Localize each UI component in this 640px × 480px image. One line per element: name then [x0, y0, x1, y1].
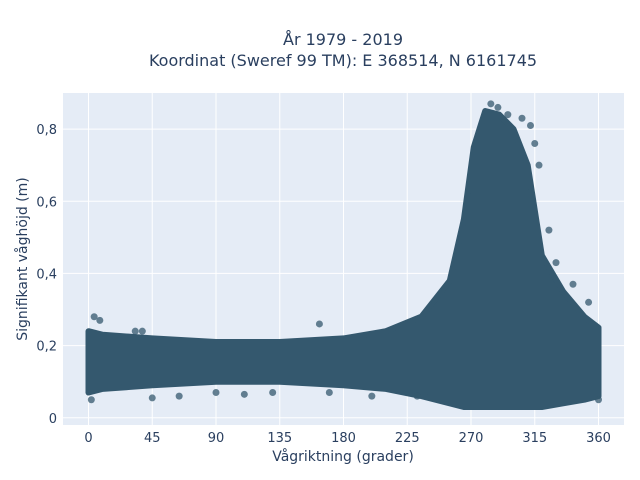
- y-tick-label: 0,6: [36, 195, 57, 210]
- data-point: [175, 392, 183, 400]
- data-point: [212, 389, 220, 397]
- x-tick-label: 45: [144, 431, 161, 446]
- data-point: [87, 396, 95, 404]
- data-point: [368, 392, 376, 400]
- data-band-area: [85, 108, 602, 410]
- x-tick-label: 225: [395, 431, 420, 446]
- y-axis-title: Signifikant våghöjd (m): [14, 177, 31, 340]
- x-tick-label: 180: [331, 431, 356, 446]
- chart-title-line-1: År 1979 - 2019: [283, 30, 403, 49]
- x-tick-label: 270: [459, 431, 484, 446]
- data-point: [148, 394, 156, 402]
- data-points: [87, 100, 602, 404]
- x-tick-label: 315: [522, 431, 547, 446]
- data-point: [569, 280, 577, 288]
- y-tick-label: 0,4: [36, 267, 57, 282]
- data-point: [96, 316, 104, 324]
- data-point: [531, 140, 539, 148]
- data-point: [494, 103, 502, 111]
- x-axis-title: Vågriktning (grader): [272, 448, 414, 465]
- data-point: [269, 389, 277, 397]
- data-point: [504, 111, 512, 119]
- data-point: [535, 161, 543, 169]
- data-point: [545, 226, 553, 234]
- data-point: [585, 298, 593, 306]
- x-tick-label: 0: [84, 431, 92, 446]
- tick-labels: 0 45 90 135 180 225 270 315 360 0 0,2 0,4 0,6 0,8: [36, 123, 611, 446]
- data-point: [90, 313, 98, 321]
- y-tick-label: 0: [49, 412, 57, 427]
- chart-title-line-2: Koordinat (Sweref 99 TM): E 368514, N 61…: [149, 51, 537, 70]
- data-point: [487, 100, 495, 108]
- data-point: [527, 121, 534, 129]
- y-tick-label: 0,8: [36, 123, 57, 138]
- data-point: [413, 392, 421, 400]
- x-tick-label: 360: [586, 431, 611, 446]
- data-point: [131, 327, 139, 335]
- data-point: [240, 390, 248, 398]
- data-point: [138, 327, 146, 335]
- data-band: [85, 108, 602, 410]
- x-tick-label: 135: [267, 431, 292, 446]
- data-point: [552, 259, 560, 267]
- data-point: [325, 389, 333, 397]
- data-point: [518, 114, 526, 122]
- data-point: [315, 320, 323, 328]
- data-point: [595, 396, 602, 404]
- y-tick-label: 0,2: [36, 340, 57, 355]
- x-tick-label: 90: [208, 431, 225, 446]
